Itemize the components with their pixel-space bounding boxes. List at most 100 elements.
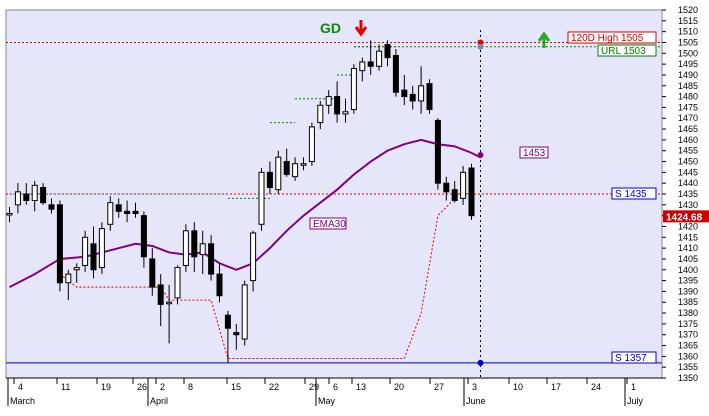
x-tick-label: 19 xyxy=(101,382,111,392)
ema-value-label: 1453 xyxy=(523,148,546,159)
x-tick-label: 24 xyxy=(591,382,601,392)
candle-down xyxy=(115,204,122,212)
candle-up xyxy=(65,273,72,284)
x-tick-label: 29 xyxy=(309,382,319,392)
s1435-label-box xyxy=(611,187,657,200)
candle-up xyxy=(292,163,299,178)
x-tick-label: 17 xyxy=(551,382,561,392)
x-tick-label: 15 xyxy=(231,382,241,392)
x-tick-label: 26 xyxy=(137,382,147,392)
y-tick-label: 1350 xyxy=(678,373,698,383)
candle-down xyxy=(149,258,156,288)
candle-down xyxy=(208,243,215,275)
candle-up xyxy=(317,104,324,124)
price-label: 1424.68 xyxy=(666,212,703,223)
y-tick-label: 1360 xyxy=(678,351,698,361)
x-tick-label: 8 xyxy=(188,382,193,392)
x-tick-label: 13 xyxy=(356,382,366,392)
candle-up xyxy=(250,232,257,282)
y-tick-label: 1405 xyxy=(678,254,698,264)
candle-up xyxy=(174,267,181,299)
candle-up xyxy=(6,212,13,216)
high-marker xyxy=(477,39,484,46)
y-tick-label: 1480 xyxy=(678,92,698,102)
y-tick-label: 1455 xyxy=(678,146,698,156)
candle-down xyxy=(124,210,131,214)
x-tick-label: 20 xyxy=(394,382,404,392)
y-tick-label: 1505 xyxy=(678,37,698,47)
y-tick-label: 1400 xyxy=(678,265,698,275)
candle-up xyxy=(73,267,80,271)
candle-down xyxy=(426,83,433,111)
candle-up xyxy=(350,67,357,111)
candle-down xyxy=(216,273,223,297)
x-tick-label: 11 xyxy=(61,382,70,392)
candle-up xyxy=(359,61,366,72)
candle-up xyxy=(98,228,105,269)
x-tick-label: 3 xyxy=(472,382,477,392)
candle-up xyxy=(31,184,38,201)
candle-down xyxy=(451,189,458,201)
x-month-label: May xyxy=(318,396,336,406)
y-tick-label: 1435 xyxy=(678,189,698,199)
candle-up xyxy=(199,243,206,256)
candle-down xyxy=(40,187,47,204)
s1435-label: S 1435 xyxy=(615,189,647,200)
x-tick-label: 2 xyxy=(160,382,165,392)
candle-down xyxy=(157,284,164,305)
candle-down xyxy=(468,167,475,217)
y-tick-label: 1420 xyxy=(678,221,698,231)
ema-label: EMA30 xyxy=(313,219,346,230)
candle-up xyxy=(376,50,383,67)
candle-up xyxy=(107,202,114,225)
candle-down xyxy=(224,314,231,329)
x-month-label: April xyxy=(150,396,168,406)
candle-down xyxy=(56,204,63,284)
trailing-stop-line xyxy=(59,197,456,360)
s1357-label: S 1357 xyxy=(615,353,647,364)
high-label: 120D High 1505 xyxy=(571,33,644,44)
annotations: GD 120D High 1505 URL 1503 EMA30 1453 S 1435 S… xyxy=(309,20,657,364)
y-tick-label: 1375 xyxy=(678,319,698,329)
url-label-box xyxy=(597,44,657,57)
y-tick-label: 1465 xyxy=(678,124,698,134)
candle-down xyxy=(409,93,416,102)
gd-label: GD xyxy=(320,20,341,36)
candle-down xyxy=(90,243,97,271)
x-month-label: June xyxy=(466,396,486,406)
candle-down xyxy=(384,44,391,59)
y-tick-label: 1355 xyxy=(678,362,698,372)
x-tick-label: 22 xyxy=(269,382,279,392)
candle-down xyxy=(283,161,290,176)
y-tick-label: 1495 xyxy=(678,59,698,69)
candle-down xyxy=(48,204,55,210)
y-tick-label: 1490 xyxy=(678,70,698,80)
candle-down xyxy=(367,61,374,67)
y-tick-label: 1475 xyxy=(678,102,698,112)
candle-up xyxy=(418,85,425,102)
y-tick-label: 1450 xyxy=(678,157,698,167)
candle-up xyxy=(460,171,467,199)
y-tick-label: 1485 xyxy=(678,81,698,91)
y-tick-label: 1365 xyxy=(678,341,698,351)
candle-down xyxy=(132,210,139,214)
ema-value-label-box xyxy=(519,146,549,159)
s1357-label-box xyxy=(611,351,657,364)
last-price-label: 1424.68 xyxy=(663,210,709,223)
y-tick-label: 1430 xyxy=(678,200,698,210)
candle-down xyxy=(434,119,441,184)
x-tick-label: 1 xyxy=(631,382,636,392)
y-tick-label: 1510 xyxy=(678,27,698,37)
y-tick-label: 1415 xyxy=(678,232,698,242)
candle-down xyxy=(191,230,198,258)
candle-down xyxy=(140,215,147,258)
candle-down xyxy=(23,193,30,201)
candle-down xyxy=(233,332,240,336)
candle-up xyxy=(275,156,282,191)
candle-up xyxy=(342,111,349,115)
candle-up xyxy=(14,191,21,206)
candle-up xyxy=(241,284,248,340)
x-tick-label: 27 xyxy=(434,382,444,392)
candle-up xyxy=(166,301,173,305)
down-arrow-icon xyxy=(354,20,368,37)
